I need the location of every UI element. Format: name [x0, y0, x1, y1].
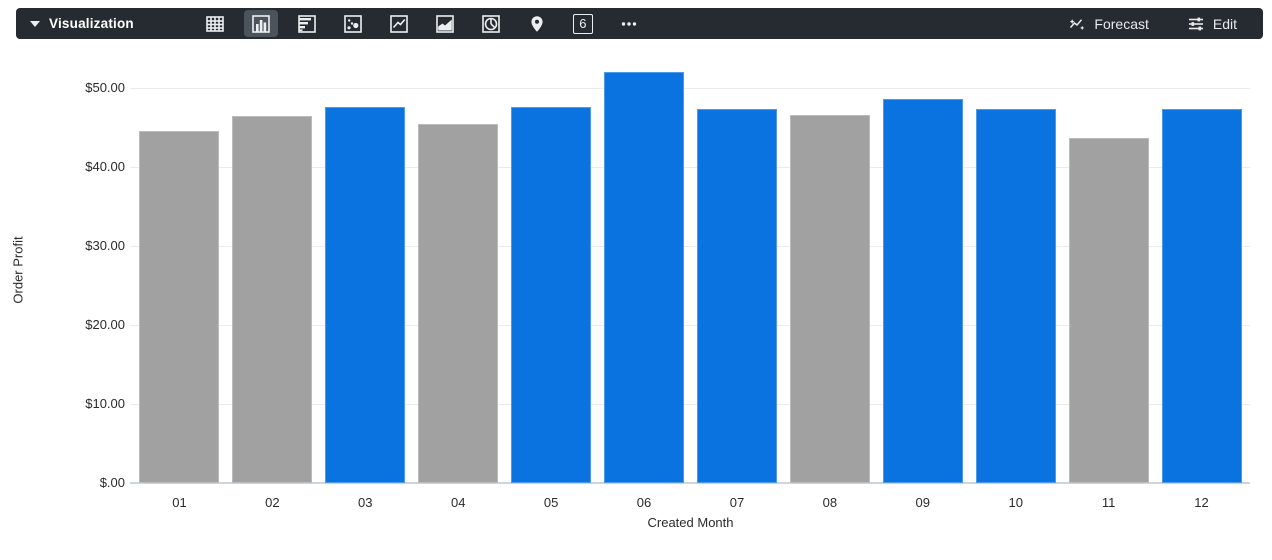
toolbar-actions: Forecast Edit	[1068, 15, 1263, 33]
y-axis-tick-label: $50.00	[85, 80, 125, 95]
column-chart-icon[interactable]	[243, 10, 278, 37]
area-chart-icon[interactable]	[428, 10, 462, 37]
chart-type-switcher: 6	[198, 10, 646, 37]
edit-tune-icon	[1187, 15, 1205, 33]
bar-month-11[interactable]	[1068, 137, 1149, 483]
visualization-dropdown[interactable]: Visualization	[16, 16, 134, 31]
y-axis-tick-label: $20.00	[85, 317, 125, 332]
visualization-toolbar: Visualization	[16, 8, 1263, 39]
bar-chart-icon[interactable]	[290, 10, 324, 37]
x-axis-tick-label: 07	[729, 495, 745, 510]
forecast-button[interactable]: Forecast	[1068, 15, 1149, 33]
line-chart-icon[interactable]	[382, 10, 416, 37]
chevron-down-icon	[30, 20, 40, 27]
bar-month-07[interactable]	[696, 109, 777, 483]
table-icon[interactable]	[198, 10, 232, 37]
forecast-label: Forecast	[1094, 15, 1149, 32]
bar-month-08[interactable]	[789, 114, 870, 483]
x-axis-tick-label: 10	[1008, 495, 1023, 510]
x-axis-tick-label: 12	[1194, 495, 1209, 510]
x-axis-tick-label: 05	[543, 495, 559, 510]
x-axis-tick-label: 04	[450, 495, 466, 510]
edit-button[interactable]: Edit	[1187, 15, 1237, 33]
gridline	[130, 404, 1250, 405]
y-axis-tick-label: $.00	[99, 475, 125, 490]
gridline	[130, 167, 1250, 168]
bar-month-02[interactable]	[232, 116, 313, 483]
gridline	[130, 325, 1250, 326]
pie-chart-icon[interactable]	[474, 10, 508, 37]
x-axis-tick-label: 02	[265, 495, 280, 510]
bar-month-01[interactable]	[139, 131, 220, 483]
bar-month-04[interactable]	[418, 123, 499, 483]
single-value-icon[interactable]: 6	[566, 10, 600, 37]
x-axis-tick-label: 09	[915, 495, 931, 510]
x-axis-tick-label: 08	[822, 495, 838, 510]
x-axis-tick-label: 06	[636, 495, 652, 510]
toolbar-title: Visualization	[49, 16, 134, 31]
gridline	[130, 246, 1250, 247]
x-axis-tick-label: 01	[172, 495, 187, 510]
forecast-icon	[1068, 15, 1086, 33]
x-axis-tick-label: 03	[358, 495, 373, 510]
x-axis-tick-label: 11	[1101, 495, 1116, 510]
bar-month-05[interactable]	[511, 106, 592, 483]
bar-month-10[interactable]	[975, 109, 1056, 483]
bar-month-09[interactable]	[882, 99, 963, 483]
map-pin-icon[interactable]	[520, 10, 554, 37]
bar-month-03[interactable]	[325, 106, 406, 483]
single-value-glyph: 6	[579, 16, 587, 31]
edit-label: Edit	[1212, 15, 1237, 32]
more-options-icon[interactable]	[612, 10, 646, 37]
gridline	[130, 482, 1250, 484]
y-axis-tick-label: $10.00	[85, 396, 125, 411]
bar-month-12[interactable]	[1161, 109, 1242, 483]
gridline	[130, 88, 1250, 89]
y-axis-tick-label: $30.00	[85, 238, 125, 253]
y-axis-title: Order Profit	[10, 236, 26, 304]
scatter-chart-icon[interactable]	[336, 10, 370, 37]
y-axis-tick-label: $40.00	[85, 159, 125, 174]
x-axis-title: Created Month	[647, 515, 734, 530]
bar-month-06[interactable]	[604, 72, 685, 483]
